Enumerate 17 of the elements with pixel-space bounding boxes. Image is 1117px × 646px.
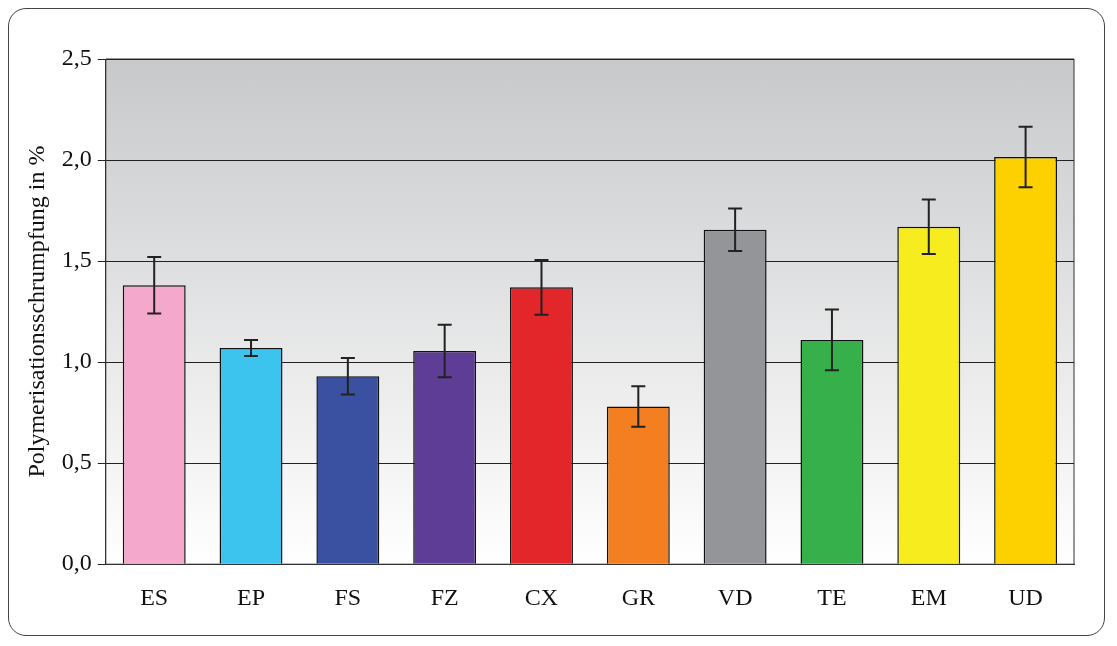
x-tick-label: GR — [621, 583, 655, 610]
x-tick-label: TE — [817, 583, 847, 610]
x-tick-label: FZ — [430, 583, 459, 610]
x-tick-label: EM — [910, 583, 947, 610]
y-tick-label: 0,0 — [61, 549, 92, 576]
x-tick-label: UD — [1008, 583, 1043, 610]
y-axis-title: Polymerisationsschrumpfung in % — [22, 145, 49, 478]
x-tick-label: CX — [524, 583, 559, 610]
y-tick-label: 2,0 — [61, 145, 92, 172]
y-tick-label: 2,5 — [61, 44, 92, 71]
x-tick-label: FS — [334, 583, 362, 610]
y-tick-label: 0,5 — [61, 448, 92, 475]
y-tick-label: 1,5 — [61, 246, 92, 273]
x-tick-label: EP — [237, 583, 266, 610]
y-tick-label: 1,0 — [61, 347, 92, 374]
x-tick-label: VD — [717, 583, 753, 610]
x-tick-label: ES — [140, 583, 169, 610]
